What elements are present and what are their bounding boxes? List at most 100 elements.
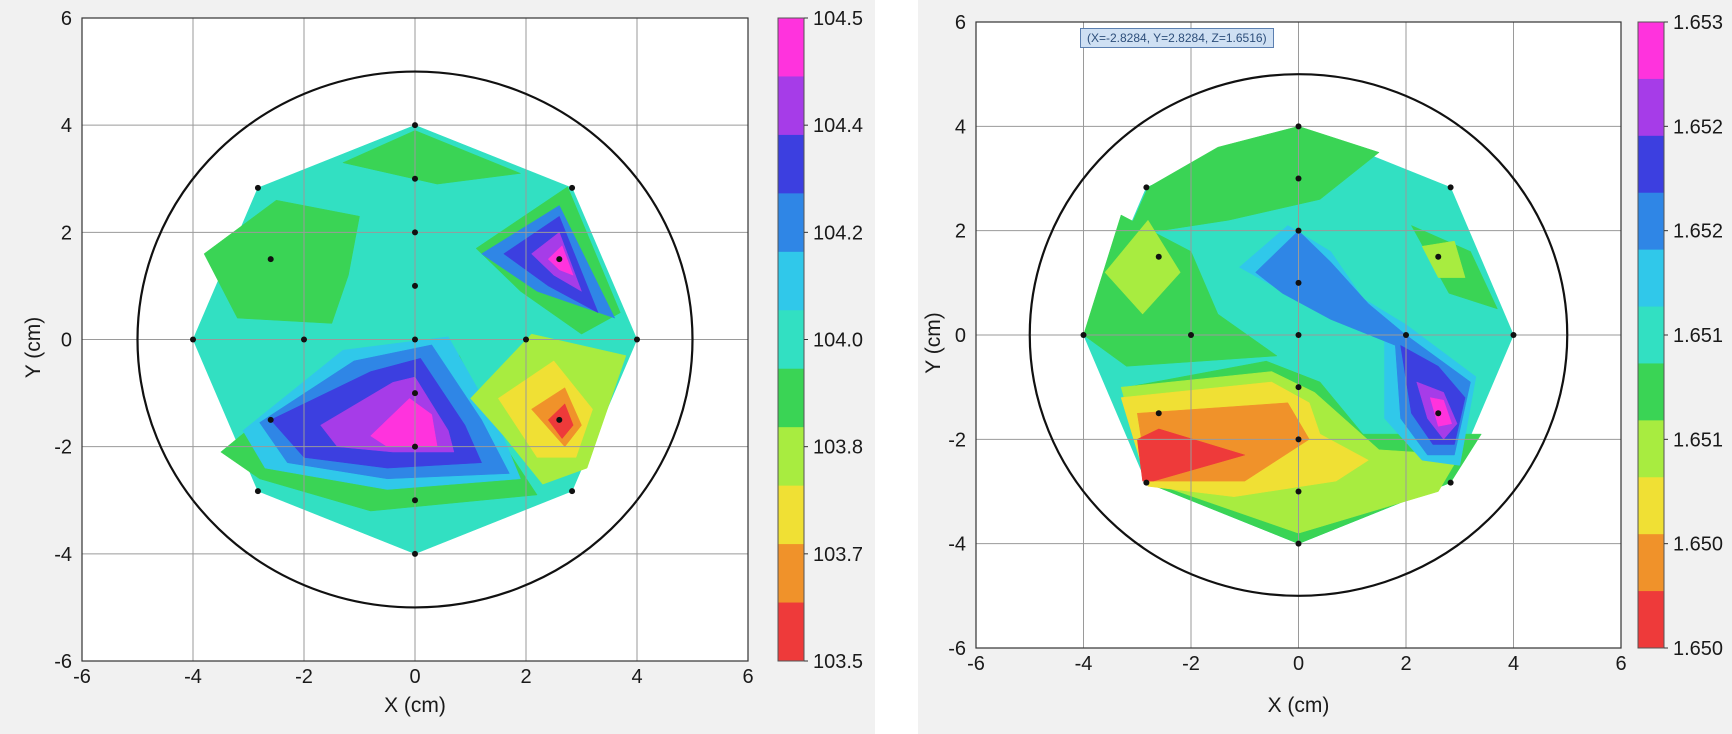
measurement-point — [1188, 332, 1194, 338]
measurement-point — [267, 416, 274, 423]
measurement-point — [412, 443, 418, 450]
colorbar-band — [778, 544, 804, 604]
colorbar-band — [778, 310, 804, 370]
colorbar-label: 1.650 — [1673, 534, 1723, 556]
y-tick-label: 4 — [61, 115, 72, 137]
x-tick-label: 6 — [1615, 653, 1626, 675]
colorbar: 1.653 1.652 1.652 1.651 1.651 1.650 1.650 — [1637, 12, 1723, 660]
colorbar-band — [778, 18, 804, 77]
plot-frame — [975, 21, 1622, 649]
measurement-point — [1295, 175, 1302, 182]
colorbar-band — [1638, 363, 1664, 421]
measurement-point — [1403, 332, 1409, 338]
measurement-point — [634, 336, 640, 343]
y-axis-label: Y (cm) — [22, 317, 45, 378]
colorbar-label: 104.0 — [813, 330, 863, 352]
measurement-point — [556, 256, 563, 263]
colorbar-band — [1638, 22, 1664, 80]
contour-region — [1421, 240, 1466, 278]
x-tick-label: -6 — [73, 666, 91, 688]
x-tick-label: -6 — [967, 653, 985, 675]
y-tick-label: 2 — [61, 222, 72, 244]
measurement-point — [1143, 479, 1150, 486]
y-tick-label: 2 — [955, 221, 966, 243]
colorbar-band — [1638, 192, 1664, 251]
measurement-point — [1295, 332, 1302, 338]
x-tick-label: 4 — [1508, 653, 1519, 675]
colorbar-band — [1638, 420, 1664, 478]
measurement-points — [190, 122, 640, 557]
measurement-point — [1295, 279, 1302, 286]
measurement-point — [1143, 184, 1150, 191]
x-tick-label: -4 — [184, 666, 202, 688]
right-chart-panel: -6 -4 -2 0 2 4 6 6 4 2 0 -2 -4 -6 X (cm) Y (cm) 1.653 1.6… — [918, 0, 1732, 734]
measurement-point — [1295, 488, 1302, 495]
measurement-point — [254, 488, 261, 495]
left-chart-panel: -6 -4 -2 0 2 4 6 6 4 2 0 -2 -4 -6 X (cm) Y (cm) 104.5 104… — [22, 8, 864, 717]
colorbar-label: 1.651 — [1673, 325, 1723, 347]
y-tick-label: -2 — [54, 437, 72, 459]
measurement-point — [1295, 384, 1302, 391]
measurement-point — [412, 336, 418, 343]
colorbar-label: 1.652 — [1673, 116, 1723, 138]
y-tick-label: -4 — [948, 534, 966, 556]
colorbar-label: 104.5 — [813, 8, 863, 30]
colorbar-band — [1638, 78, 1664, 137]
measurement-point — [1435, 253, 1442, 260]
colorbar-band — [1638, 534, 1664, 592]
x-tick-label: 6 — [742, 666, 753, 688]
colorbar-band — [778, 485, 804, 545]
colorbar-band — [778, 602, 804, 662]
x-tick-label: 0 — [409, 666, 420, 688]
contour-region — [203, 199, 360, 324]
colorbar-band — [1638, 306, 1664, 364]
measurement-point — [1080, 332, 1087, 338]
colorbar-band — [778, 251, 804, 311]
y-tick-label: 6 — [955, 12, 966, 34]
measurement-point — [412, 497, 418, 504]
y-tick-label: 0 — [61, 330, 72, 352]
colorbar-label: 103.7 — [813, 544, 863, 566]
panel-divider — [875, 0, 918, 734]
measurement-point — [1435, 410, 1442, 417]
measurement-point — [1447, 479, 1454, 486]
colorbar-band — [778, 76, 804, 136]
measurement-points — [1080, 123, 1517, 547]
x-tick-label: 2 — [1400, 653, 1411, 675]
colorbar: 104.5 104.4 104.2 104.0 103.8 103.7 103.5 — [777, 8, 863, 673]
measurement-point — [523, 336, 529, 343]
x-tick-label: -2 — [295, 666, 313, 688]
measurement-point — [1155, 253, 1162, 260]
colorbar-label: 103.5 — [813, 651, 863, 673]
y-tick-label: -6 — [54, 651, 72, 673]
measurement-point — [569, 184, 576, 191]
contour-region — [342, 130, 522, 185]
colorbar-label: 1.650 — [1673, 638, 1723, 660]
colorbar-band — [1638, 591, 1664, 649]
y-tick-label: -2 — [948, 429, 966, 451]
measurement-point — [1295, 123, 1302, 130]
x-tick-label: 0 — [1293, 653, 1304, 675]
y-axis-label: Y (cm) — [922, 312, 945, 373]
colorbar-band — [778, 368, 804, 428]
colorbar-label: 1.653 — [1673, 12, 1723, 34]
colorbar-band — [1638, 477, 1664, 535]
measurement-point — [412, 175, 418, 182]
measurement-point — [412, 550, 418, 557]
colorbar-band — [778, 193, 804, 253]
measurement-point — [412, 390, 418, 397]
x-tick-label: -2 — [1182, 653, 1200, 675]
colorbar-label: 103.8 — [813, 437, 863, 459]
x-tick-label: 2 — [520, 666, 531, 688]
plot-frame — [81, 17, 749, 662]
x-axis-label: X (cm) — [1268, 694, 1330, 717]
y-tick-label: 0 — [955, 325, 966, 347]
measurement-point — [1295, 227, 1302, 234]
y-tick-label: 6 — [61, 8, 72, 30]
colorbar-band — [1638, 135, 1664, 194]
colorbar-label: 1.651 — [1673, 429, 1723, 451]
x-tick-label: -4 — [1075, 653, 1093, 675]
colorbar-label: 1.652 — [1673, 221, 1723, 243]
measurement-point — [267, 256, 274, 263]
